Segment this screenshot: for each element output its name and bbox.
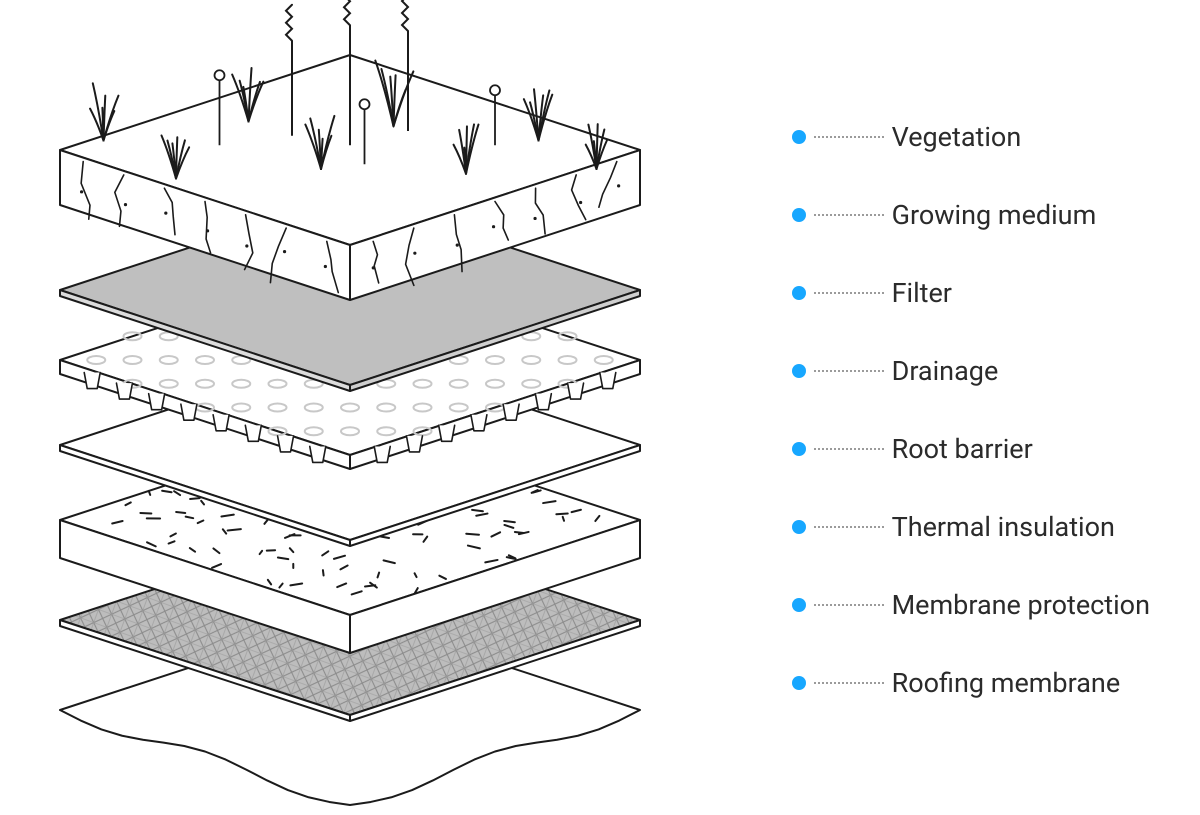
legend-label: Drainage <box>892 355 999 387</box>
bullet-icon <box>792 286 806 300</box>
leader-line <box>814 292 884 295</box>
leader-line <box>814 136 884 139</box>
bullet-icon <box>792 442 806 456</box>
legend-item-drainage: Drainage <box>792 355 1150 387</box>
bullet-icon <box>792 208 806 222</box>
bullet-icon <box>792 130 806 144</box>
leader-line <box>814 604 884 607</box>
legend-label: Thermal insulation <box>892 511 1115 543</box>
leader-line <box>814 370 884 373</box>
legend-item-filter: Filter <box>792 277 1150 309</box>
legend-label: Membrane protection <box>892 589 1150 621</box>
legend-item-membrane-protect: Membrane protection <box>792 589 1150 621</box>
leader-line <box>814 448 884 451</box>
legend-label: Roofing membrane <box>892 667 1121 699</box>
legend-label: Growing medium <box>892 199 1097 231</box>
bullet-icon <box>792 364 806 378</box>
legend-item-vegetation: Vegetation <box>792 121 1150 153</box>
leader-line <box>814 682 884 685</box>
legend-item-roof-membrane: Roofing membrane <box>792 667 1150 699</box>
leader-line <box>814 214 884 217</box>
layer-vegetation <box>60 0 640 300</box>
legend-item-thermal: Thermal insulation <box>792 511 1150 543</box>
leader-line <box>814 526 884 529</box>
bullet-icon <box>792 676 806 690</box>
legend-label: Filter <box>892 277 952 309</box>
legend-item-root-barrier: Root barrier <box>792 433 1150 465</box>
legend: Vegetation Growing medium Filter Drainage Ro… <box>752 121 1150 745</box>
legend-label: Root barrier <box>892 433 1033 465</box>
legend-item-growing-medium: Growing medium <box>792 199 1150 231</box>
legend-label: Vegetation <box>892 121 1022 153</box>
bullet-icon <box>792 520 806 534</box>
bullet-icon <box>792 598 806 612</box>
